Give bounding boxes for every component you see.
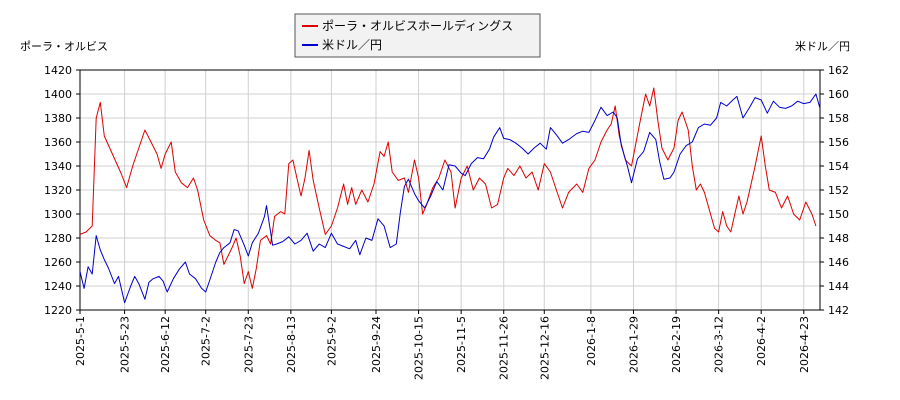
x-tick-label: 2025-11-5	[455, 316, 468, 373]
y-right-tick-label: 152	[828, 184, 849, 197]
x-tick-label: 2025-7-23	[242, 316, 255, 373]
x-tick-label: 2025-6-12	[159, 316, 172, 373]
y-right-tick-label: 156	[828, 136, 849, 149]
x-tick-label: 2026-3-12	[713, 316, 726, 373]
y-right-tick-label: 142	[828, 304, 849, 317]
y-left-tick-label: 1320	[44, 184, 72, 197]
x-tick-label: 2026-4-2	[755, 316, 768, 366]
series-line-usdjpy	[79, 93, 821, 304]
right-axis-title: 米ドル／円	[795, 40, 850, 53]
y-right-tick-label: 154	[828, 160, 849, 173]
y-right-tick-label: 150	[828, 208, 849, 221]
y-left-tick-label: 1300	[44, 208, 72, 221]
left-axis-title: ポーラ・オルビス	[20, 40, 108, 53]
x-tick-label: 2025-5-23	[119, 316, 132, 373]
y-right-tick-labels: 142 144 146 148 150 152 154 156 158 160 162	[820, 64, 849, 317]
y-right-tick-label: 144	[828, 280, 849, 293]
y-right-tick-label: 160	[828, 88, 849, 101]
x-tick-label: 2026-1-29	[627, 316, 640, 373]
x-tick-label: 2026-1-8	[585, 316, 598, 366]
series-lines	[79, 87, 821, 304]
x-tick-label: 2025-7-2	[200, 316, 213, 366]
x-tick-label: 2025-11-26	[498, 316, 511, 380]
legend-box	[294, 13, 541, 58]
y-right-tick-label: 148	[828, 232, 849, 245]
x-tick-label: 2025-5-1	[74, 316, 87, 366]
y-left-tick-label: 1220	[44, 304, 72, 317]
x-tick-label: 2025-9-2	[325, 316, 338, 366]
y-left-tick-label: 1400	[44, 88, 72, 101]
y-left-tick-label: 1340	[44, 160, 72, 173]
x-tick-label: 2025-12-16	[538, 316, 551, 380]
legend-label-polaorbis: ポーラ・オルビスホールディングス	[322, 18, 513, 33]
x-tick-label: 2025-9-24	[370, 316, 383, 373]
legend: ポーラ・オルビスホールディングス 米ドル／円	[294, 13, 541, 58]
x-tick-label: 2025-8-13	[285, 316, 298, 373]
y-right-tick-label: 158	[828, 112, 849, 125]
y-left-tick-labels: 1220 1240 1260 1280 1300 1320 1340 1360 1380 1400…	[44, 64, 80, 317]
y-left-tick-label: 1420	[44, 64, 72, 77]
legend-label-usdjpy: 米ドル／円	[322, 38, 382, 52]
series-line-polaorbis	[79, 87, 817, 289]
y-left-tick-label: 1380	[44, 112, 72, 125]
y-right-tick-label: 146	[828, 256, 849, 269]
x-tick-label: 2026-2-19	[670, 316, 683, 373]
x-tick-label: 2025-10-15	[413, 316, 426, 380]
y-left-tick-label: 1360	[44, 136, 72, 149]
y-left-tick-label: 1260	[44, 256, 72, 269]
x-tick-label: 2026-4-23	[798, 316, 811, 373]
y-left-tick-label: 1240	[44, 280, 72, 293]
y-right-tick-label: 162	[828, 64, 849, 77]
y-left-tick-label: 1280	[44, 232, 72, 245]
x-tick-labels: 2025-5-1 2025-5-23 2025-6-12 2025-7-2 2025-7…	[74, 310, 811, 380]
grid-lines	[79, 69, 820, 311]
